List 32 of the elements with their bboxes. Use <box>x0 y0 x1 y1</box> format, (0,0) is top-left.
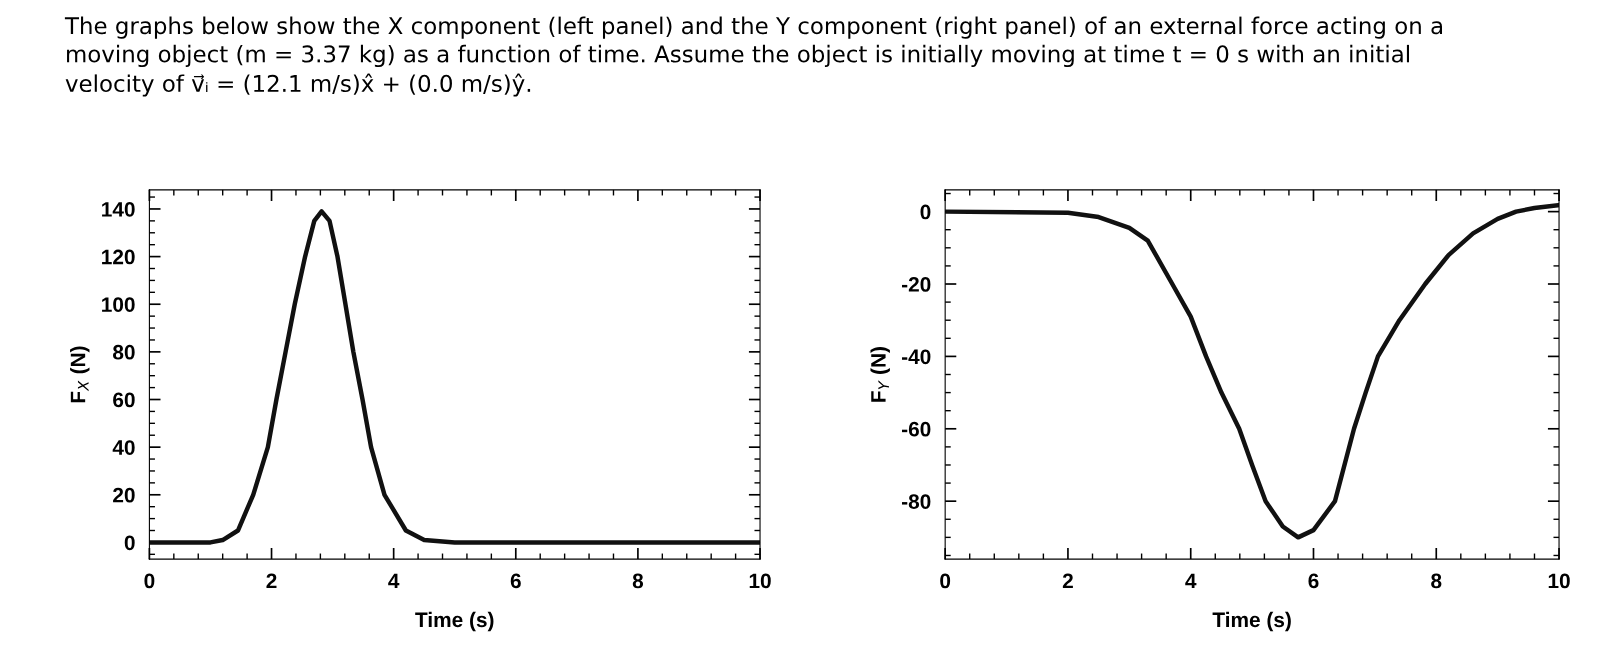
x-tick-label: 10 <box>749 573 771 589</box>
y-tick-label: 0 <box>124 535 135 551</box>
x-tick-label: 8 <box>632 573 644 589</box>
x-tick-label: 0 <box>940 573 951 589</box>
y-axis-title: F$_{X}$ (N) <box>70 346 90 403</box>
x-axis-title: Time (s) <box>1212 611 1291 632</box>
y-tick-label: 20 <box>113 487 135 503</box>
x-tick-label: 6 <box>1308 573 1319 589</box>
x-tick-label: 6 <box>510 573 521 589</box>
y-tick-label: 140 <box>102 201 135 217</box>
y-tick-label: -60 <box>901 421 931 437</box>
chart-title: The graphs below show the X component (left panel) and the Y component (right panel) of an external force acting on a moving object (m = 3.37 kg) as a function of time. Assume the object is initially moving at time t = 0 s with an initial velocity of v⃗ᵢ = (12.1 m/s)x̂ + (0.0 m/s)ŷ. <box>64 16 1443 97</box>
x-axis-title: Time (s) <box>415 611 494 632</box>
y-tick-label: -80 <box>901 494 931 509</box>
y-tick-label: 60 <box>113 392 135 408</box>
y-tick-label: 100 <box>102 297 135 312</box>
y-tick-label: 40 <box>112 440 135 455</box>
y-axis-title: F$_{Y}$ (N) <box>870 347 890 402</box>
x-tick-label: 4 <box>1185 573 1197 589</box>
x-tick-label: 0 <box>144 573 155 589</box>
x-tick-label: 4 <box>388 573 400 589</box>
x-tick-label: 2 <box>266 573 277 589</box>
y-tick-label: -20 <box>901 277 931 292</box>
x-tick-label: 8 <box>1431 573 1442 589</box>
line-series <box>945 202 1560 540</box>
y-tick-label: 120 <box>102 249 135 265</box>
y-tick-label: 0 <box>920 204 931 220</box>
y-tick-label: 80 <box>113 344 135 360</box>
line-series <box>149 209 761 545</box>
x-tick-label: 10 <box>1548 573 1570 589</box>
x-tick-label: 2 <box>1062 573 1073 589</box>
y-tick-label: -40 <box>901 349 931 365</box>
